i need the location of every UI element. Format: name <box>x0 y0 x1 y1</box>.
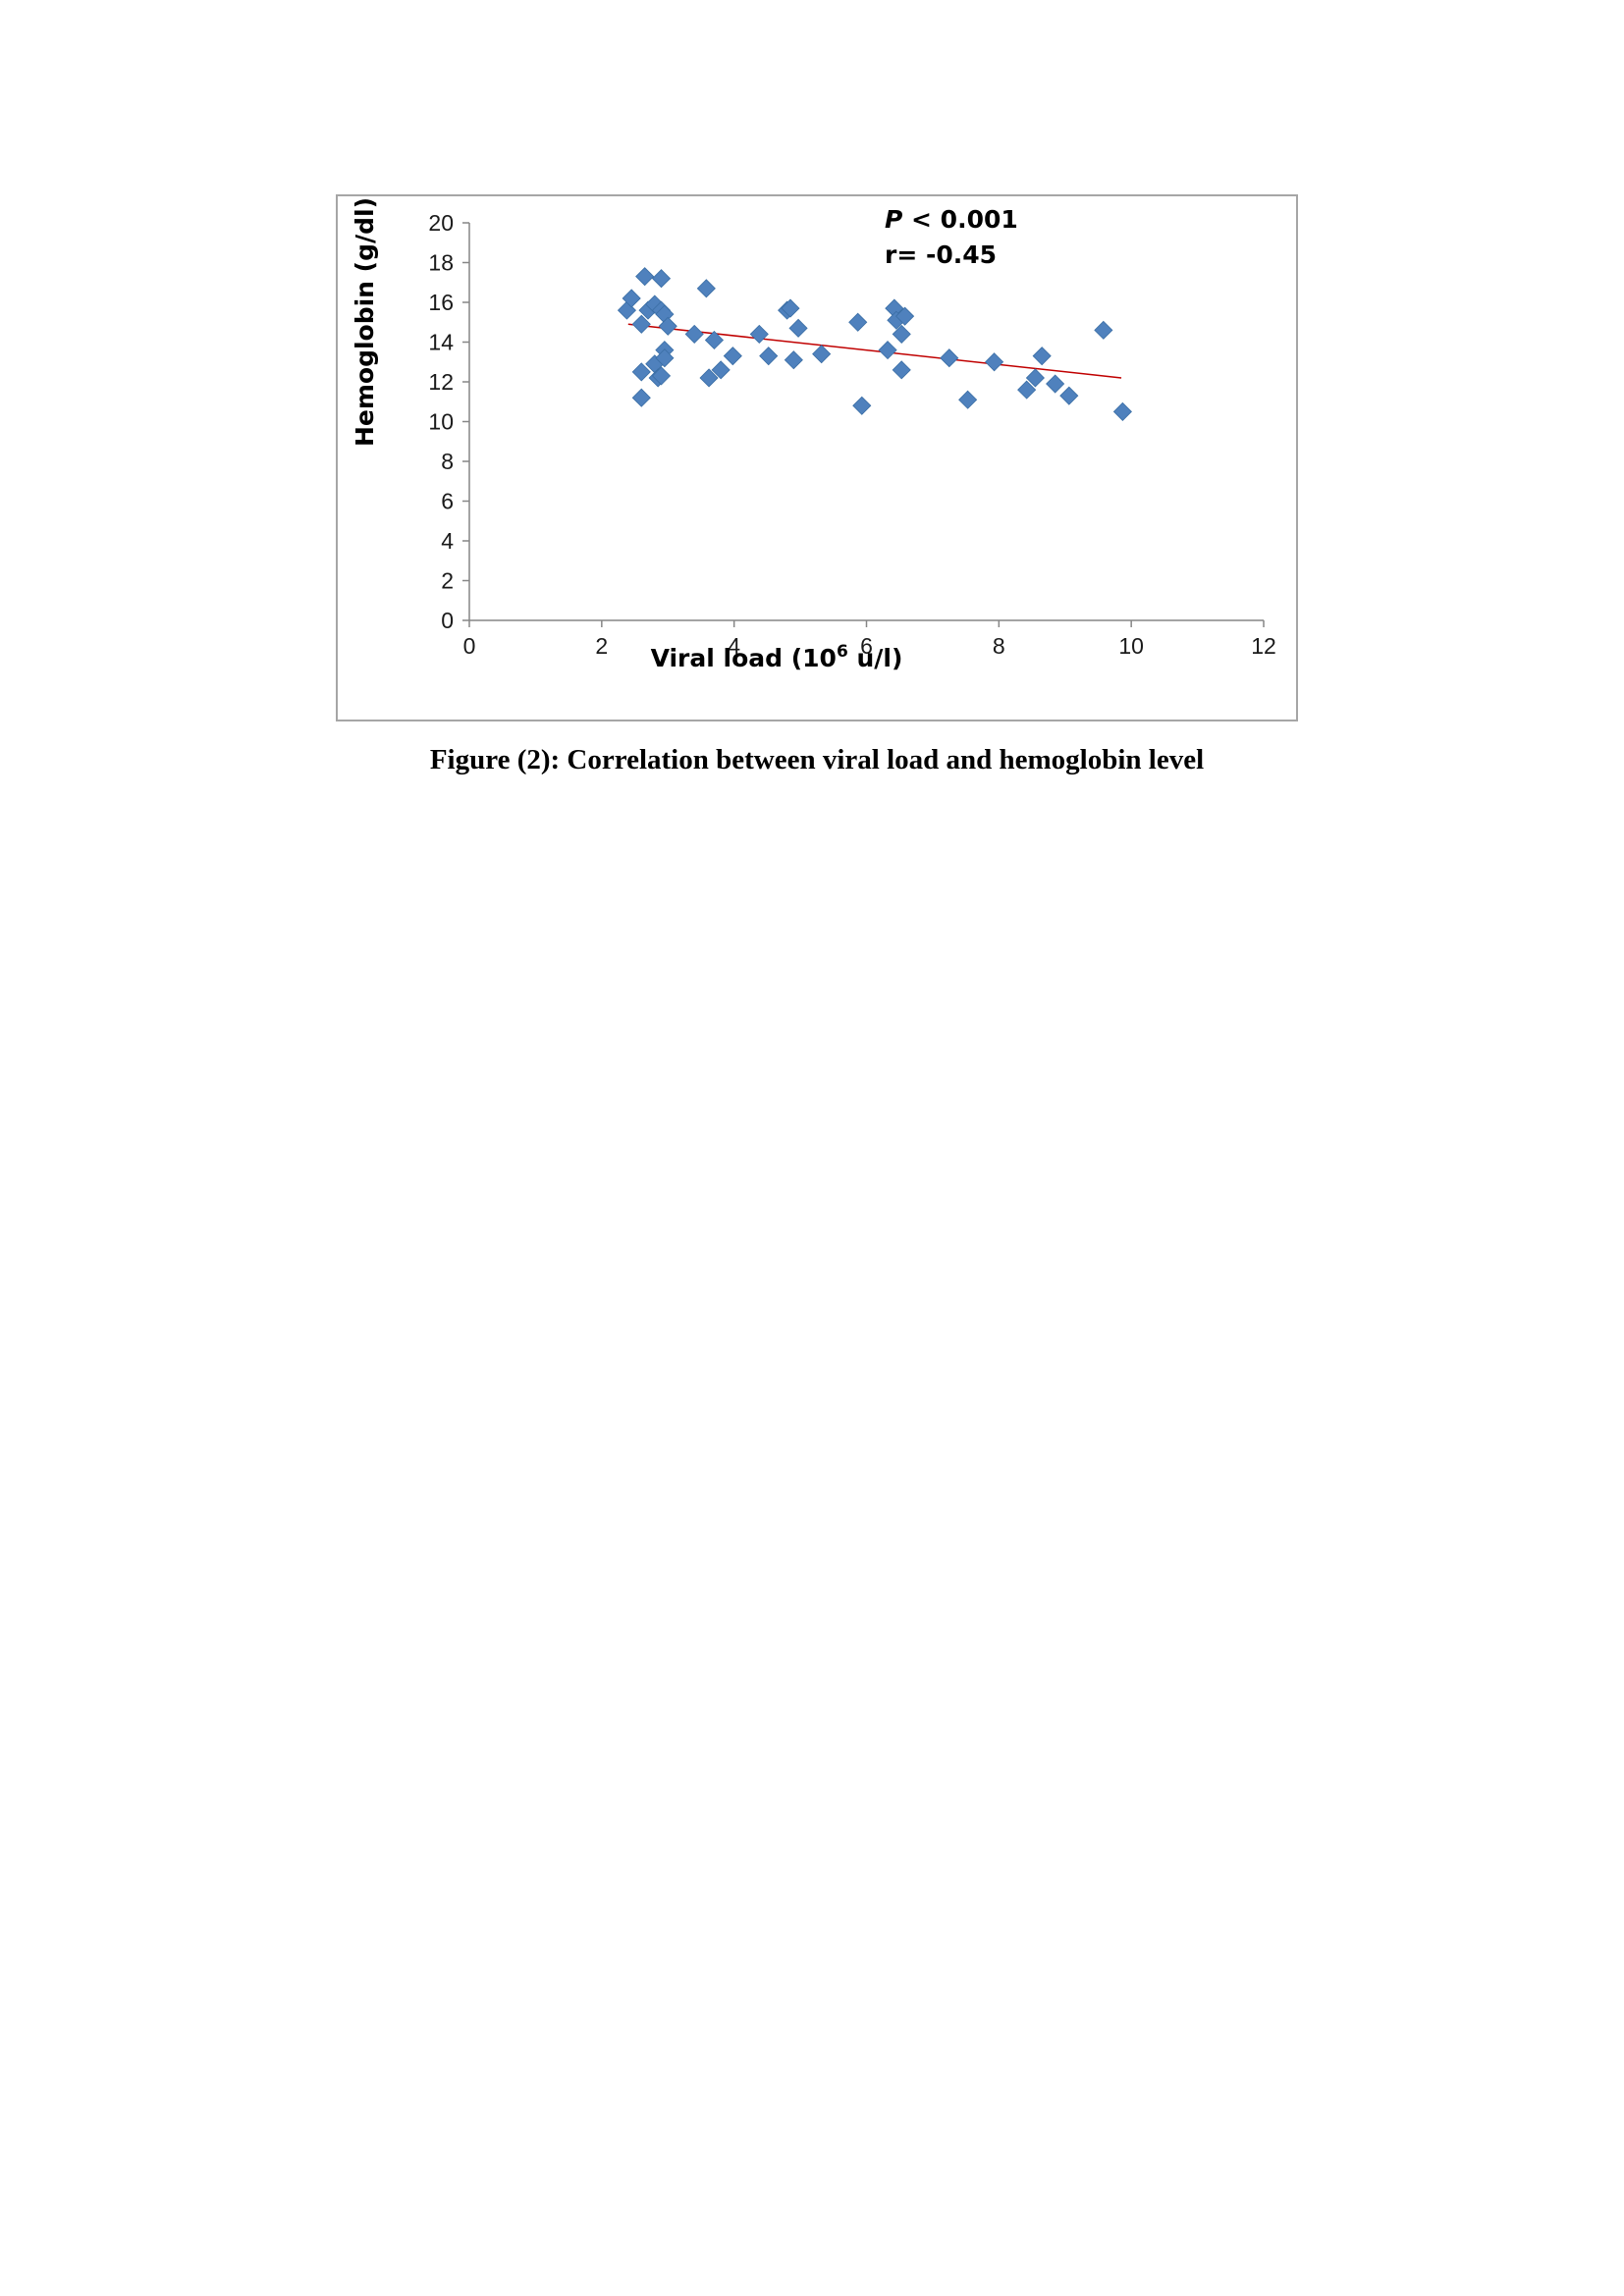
data-point <box>1094 320 1113 340</box>
y-tick-label: 6 <box>441 489 454 514</box>
data-points <box>617 267 1132 421</box>
p-value-annotation: P < 0.001 <box>885 205 1018 234</box>
data-point <box>958 390 978 409</box>
y-tick-label: 10 <box>428 409 454 435</box>
x-tick-label: 4 <box>728 633 740 659</box>
x-axis-title-superscript: 6 <box>837 642 848 662</box>
y-tick-label: 16 <box>428 290 454 315</box>
x-tick-label: 6 <box>860 633 873 659</box>
x-tick-label: 0 <box>463 633 476 659</box>
data-point <box>622 289 641 308</box>
x-tick-label: 10 <box>1118 633 1144 659</box>
data-point <box>684 324 704 344</box>
chart-axes <box>468 223 1264 621</box>
data-point <box>788 318 808 338</box>
data-point <box>848 312 868 332</box>
data-point <box>940 348 959 368</box>
x-tick-label: 12 <box>1251 633 1276 659</box>
data-point <box>852 396 872 415</box>
data-point <box>895 306 915 326</box>
data-point <box>892 324 911 344</box>
data-point <box>631 314 651 334</box>
data-point <box>631 362 651 382</box>
data-point <box>631 388 651 407</box>
data-point <box>759 347 779 366</box>
x-tick-label: 8 <box>993 633 1005 659</box>
x-axis-title-main: Viral load (10 <box>651 644 837 672</box>
data-point <box>1025 368 1045 388</box>
data-point <box>1059 386 1079 405</box>
figure-caption: Figure (2): Correlation between viral lo… <box>429 744 1205 775</box>
data-point <box>781 298 800 318</box>
trendline-group <box>627 323 1122 379</box>
data-point <box>1046 374 1065 394</box>
data-point <box>711 360 731 380</box>
data-point <box>704 330 725 350</box>
data-point <box>812 345 832 364</box>
p-value: < 0.001 <box>902 205 1017 234</box>
data-point <box>1017 380 1037 400</box>
p-label: P <box>885 205 902 234</box>
data-point <box>651 366 672 386</box>
data-point <box>1112 401 1132 421</box>
y-tick-label: 20 <box>428 210 454 236</box>
y-tick-label: 14 <box>428 330 454 355</box>
y-tick-label: 0 <box>441 608 454 633</box>
data-point <box>1032 347 1052 366</box>
y-tick-label: 2 <box>441 568 454 594</box>
x-axis-title-suffix: u/l) <box>848 644 903 672</box>
y-tick-label: 12 <box>428 369 454 395</box>
data-point <box>696 279 716 298</box>
chart-frame: 0 2 4 6 8 10 12 14 16 18 20 0 2 4 6 8 10 12 Hemoglobin (g… <box>336 194 1298 721</box>
trendline <box>627 323 1122 379</box>
data-point <box>878 341 897 360</box>
data-point <box>723 347 742 366</box>
data-point <box>749 324 769 344</box>
y-tick-label: 4 <box>441 528 454 554</box>
y-tick-label: 18 <box>428 250 454 276</box>
y-tick-label: 8 <box>441 449 454 474</box>
data-point <box>985 352 1004 372</box>
data-point <box>699 368 719 388</box>
data-point <box>892 360 911 380</box>
r-value-annotation: r= -0.45 <box>885 240 997 269</box>
data-point <box>658 316 677 336</box>
data-point <box>784 350 803 370</box>
x-tick-label: 2 <box>595 633 608 659</box>
x-axis-title: Viral load (106 u/l) <box>651 642 903 672</box>
data-point <box>651 269 672 289</box>
data-point <box>655 348 675 368</box>
y-axis-title: Hemoglobin (g/dl) <box>351 197 379 447</box>
data-point <box>635 267 655 287</box>
axis-ticks: 0 2 4 6 8 10 12 14 16 18 20 0 2 4 6 8 10 12 <box>428 210 1275 659</box>
scatter-chart: 0 2 4 6 8 10 12 14 16 18 20 0 2 4 6 8 10 12 Hemoglobin (g… <box>351 197 1276 672</box>
